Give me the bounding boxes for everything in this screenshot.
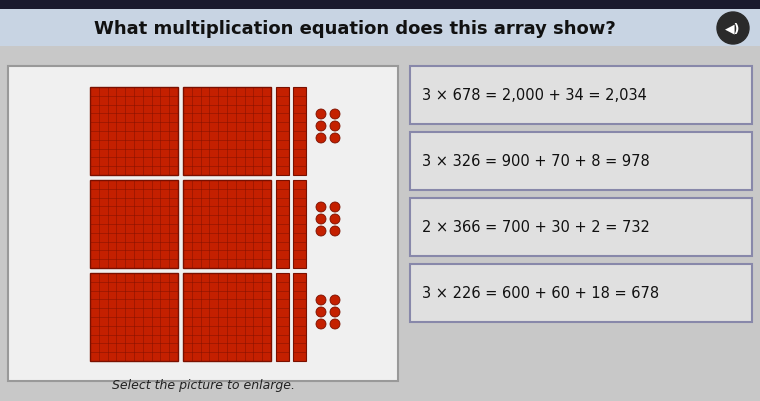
- Circle shape: [330, 307, 340, 317]
- FancyBboxPatch shape: [410, 264, 752, 322]
- Bar: [276, 88, 289, 176]
- Text: 3 × 326 = 900 + 70 + 8 = 978: 3 × 326 = 900 + 70 + 8 = 978: [422, 154, 650, 169]
- Bar: [276, 273, 289, 361]
- Circle shape: [316, 203, 326, 213]
- Bar: [293, 273, 306, 361]
- Circle shape: [316, 134, 326, 144]
- Circle shape: [330, 122, 340, 132]
- Circle shape: [316, 110, 326, 120]
- Bar: [293, 88, 306, 176]
- FancyBboxPatch shape: [0, 47, 760, 401]
- FancyBboxPatch shape: [8, 67, 398, 381]
- Bar: [183, 273, 271, 361]
- Bar: [90, 273, 178, 361]
- FancyBboxPatch shape: [0, 0, 760, 10]
- Bar: [183, 88, 271, 176]
- Circle shape: [316, 319, 326, 329]
- Circle shape: [316, 227, 326, 237]
- Circle shape: [330, 110, 340, 120]
- Bar: [90, 88, 178, 176]
- Text: 3 × 226 = 600 + 60 + 18 = 678: 3 × 226 = 600 + 60 + 18 = 678: [422, 286, 659, 301]
- Circle shape: [330, 134, 340, 144]
- FancyBboxPatch shape: [410, 198, 752, 256]
- Text: ◀): ◀): [725, 22, 741, 35]
- Circle shape: [316, 295, 326, 305]
- Bar: [183, 180, 271, 268]
- Bar: [293, 180, 306, 268]
- FancyBboxPatch shape: [410, 67, 752, 125]
- Circle shape: [330, 227, 340, 237]
- Circle shape: [330, 295, 340, 305]
- FancyBboxPatch shape: [0, 10, 760, 47]
- Text: What multiplication equation does this array show?: What multiplication equation does this a…: [94, 20, 616, 38]
- Circle shape: [316, 215, 326, 225]
- FancyBboxPatch shape: [410, 133, 752, 190]
- Text: 2 × 366 = 700 + 30 + 2 = 732: 2 × 366 = 700 + 30 + 2 = 732: [422, 220, 650, 235]
- Text: 3 × 678 = 2,000 + 34 = 2,034: 3 × 678 = 2,000 + 34 = 2,034: [422, 88, 647, 103]
- Circle shape: [330, 203, 340, 213]
- Text: Select the picture to enlarge.: Select the picture to enlarge.: [112, 378, 295, 391]
- Bar: [90, 180, 178, 268]
- Circle shape: [717, 13, 749, 45]
- Circle shape: [316, 307, 326, 317]
- Circle shape: [316, 122, 326, 132]
- Bar: [276, 180, 289, 268]
- Circle shape: [330, 319, 340, 329]
- Circle shape: [330, 215, 340, 225]
